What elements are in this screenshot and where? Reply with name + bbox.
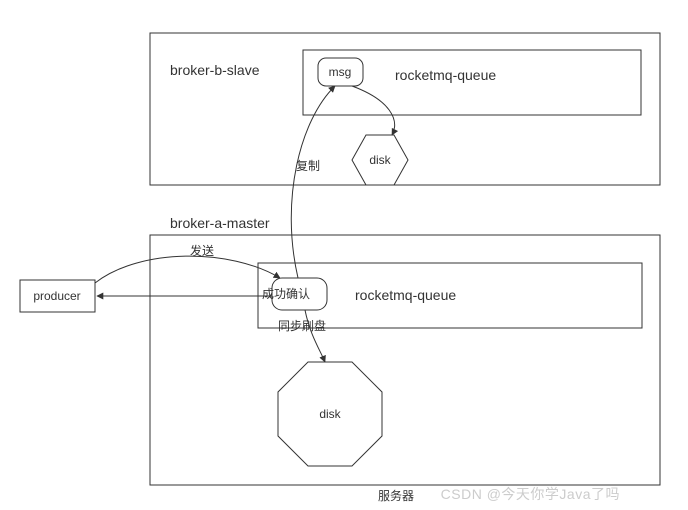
slave-msg-label: msg	[329, 65, 352, 79]
server-footer-label: 服务器	[378, 488, 414, 503]
master-disk-label: disk	[319, 407, 341, 421]
watermark-text: CSDN @今天你学Java了吗	[441, 484, 620, 504]
slave-disk-label: disk	[369, 153, 391, 167]
edge-flush-label: 同步刷盘	[278, 318, 326, 333]
edge-flush	[305, 310, 325, 362]
server-box	[150, 235, 660, 485]
slave-box-label: broker-b-slave	[170, 62, 260, 78]
slave-box	[150, 33, 660, 185]
master-label: broker-a-master	[170, 215, 270, 231]
edge-replicate-label: 复制	[296, 159, 320, 173]
producer-label: producer	[33, 289, 80, 303]
diagram-canvas: broker-b-slave rocketmq-queue msg disk b…	[0, 0, 688, 510]
edge-send	[95, 256, 280, 283]
edge-ack-label: 成功确认	[262, 287, 310, 301]
edge-slave-flush	[352, 86, 395, 135]
master-queue-label: rocketmq-queue	[355, 287, 456, 303]
slave-queue-label: rocketmq-queue	[395, 67, 496, 83]
edge-send-label: 发送	[190, 243, 214, 258]
